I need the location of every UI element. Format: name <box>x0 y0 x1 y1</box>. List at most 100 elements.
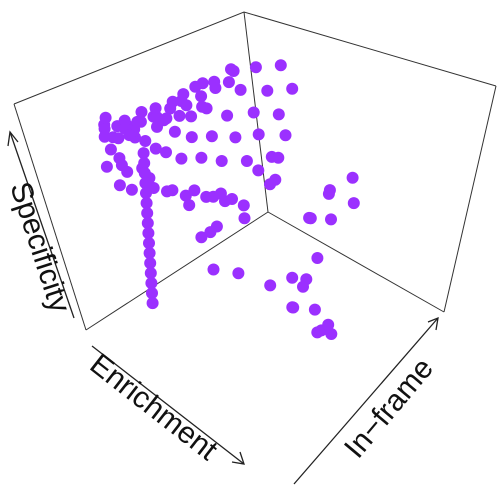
data-point <box>168 125 181 138</box>
data-point <box>164 102 177 115</box>
data-point <box>207 263 220 276</box>
data-point <box>234 83 247 96</box>
data-point <box>325 213 337 226</box>
data-point <box>145 277 158 290</box>
z-axis-label: In−frame <box>338 352 440 465</box>
axes <box>7 130 439 485</box>
data-point <box>272 108 285 121</box>
data-point <box>139 135 152 147</box>
data-point <box>322 187 335 200</box>
data-point <box>177 88 190 101</box>
data-point <box>264 178 276 191</box>
box-front-right-vertical <box>443 85 497 313</box>
data-point <box>247 106 260 119</box>
data-point <box>227 65 240 77</box>
data-point <box>143 247 156 260</box>
data-point <box>100 160 113 173</box>
data-point <box>146 287 158 300</box>
data-point <box>195 151 208 164</box>
data-point <box>135 106 148 118</box>
data-point <box>141 207 154 220</box>
data-point <box>149 102 162 115</box>
data-point <box>137 147 150 160</box>
data-point <box>160 146 172 159</box>
data-point <box>140 187 152 200</box>
data-point <box>297 280 309 293</box>
plot-box <box>13 11 497 331</box>
data-point <box>252 164 265 177</box>
data-point <box>166 184 179 197</box>
box-front-left-vertical <box>13 103 87 331</box>
data-point <box>264 279 277 292</box>
data-point <box>160 112 173 125</box>
data-point <box>308 303 321 316</box>
data-point <box>249 61 262 74</box>
data-point <box>125 183 138 196</box>
data-point <box>140 197 153 210</box>
data-point <box>195 231 208 244</box>
data-point <box>221 109 234 122</box>
data-point <box>214 187 227 200</box>
data-point <box>272 151 285 164</box>
data-point <box>138 167 151 180</box>
data-point <box>226 193 238 205</box>
z-axis-arrow <box>293 317 439 485</box>
data-point <box>185 110 198 123</box>
data-point <box>261 84 274 97</box>
y-axis-arrow <box>9 131 75 319</box>
data-point <box>208 75 221 88</box>
data-point <box>347 197 360 210</box>
box-floor-left-edge <box>85 211 269 331</box>
data-point <box>196 77 209 90</box>
data-point <box>287 301 300 314</box>
data-point <box>104 143 117 156</box>
data-point <box>173 109 186 122</box>
data-point <box>143 237 155 250</box>
data-point <box>123 129 136 142</box>
data-point <box>252 128 265 141</box>
data-point <box>151 120 163 133</box>
data-point <box>195 90 208 103</box>
x-axis-arrowhead <box>231 451 245 465</box>
data-point <box>279 129 292 142</box>
data-point <box>144 257 157 270</box>
data-point <box>322 318 335 331</box>
data-point <box>215 155 228 167</box>
data-point <box>238 212 251 225</box>
data-point <box>112 132 125 145</box>
box-floor-right-edge <box>267 211 445 313</box>
data-point <box>188 184 201 197</box>
data-point <box>185 131 198 144</box>
data-point <box>149 142 162 155</box>
data-point <box>346 171 359 184</box>
data-point <box>286 82 299 95</box>
data-point <box>222 76 235 89</box>
data-point <box>175 152 188 165</box>
data-point <box>286 271 299 284</box>
data-point <box>274 59 287 72</box>
data-point <box>139 177 152 190</box>
box-back-edges <box>13 11 497 105</box>
data-point <box>304 212 317 225</box>
y-axis-label: Specificity <box>3 178 76 317</box>
data-point <box>311 252 324 264</box>
data-point <box>99 111 112 124</box>
data-point <box>138 157 151 170</box>
data-point <box>141 217 154 230</box>
data-point <box>179 189 192 202</box>
data-point <box>146 297 159 310</box>
data-point <box>325 328 338 340</box>
data-point <box>113 179 126 192</box>
data-point <box>183 199 196 212</box>
data-point <box>131 115 144 128</box>
x-axis-label: Enrichment <box>84 348 224 468</box>
data-point <box>229 131 242 144</box>
data-point <box>142 227 155 240</box>
data-point <box>144 267 157 280</box>
data-points <box>98 59 360 340</box>
y-axis-arrowhead <box>7 130 19 147</box>
data-point <box>204 226 217 239</box>
data-point <box>196 100 209 113</box>
data-point <box>205 130 218 143</box>
